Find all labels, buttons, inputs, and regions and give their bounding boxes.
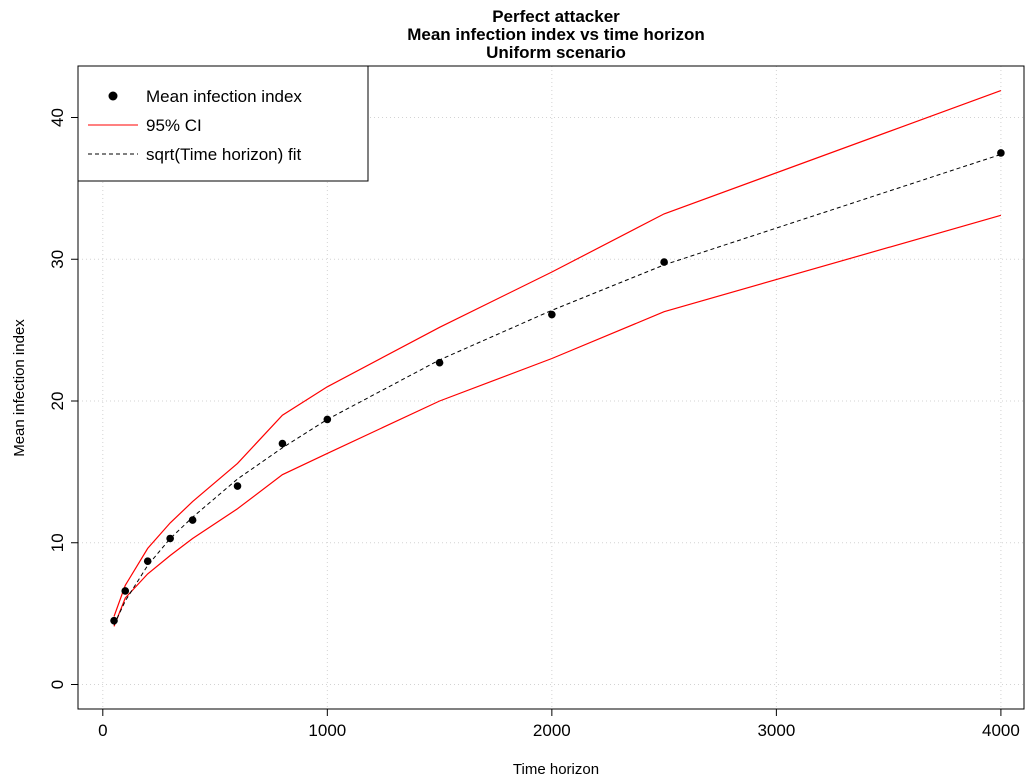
grid-layer — [78, 66, 1024, 709]
fit-line — [113, 153, 1002, 626]
data-point — [166, 534, 174, 543]
ci-layer — [113, 90, 1002, 627]
y-tick-label: 0 — [48, 680, 67, 689]
data-point — [323, 415, 332, 424]
data-point — [278, 439, 287, 448]
y-tick-label: 40 — [48, 108, 67, 127]
fit-layer — [113, 153, 1002, 626]
legend-point-symbol — [108, 91, 118, 101]
x-axis: 0 1000 2000 3000 4000 — [98, 708, 1020, 740]
y-tick-label: 20 — [48, 392, 67, 411]
ci-bound-line-2 — [113, 214, 1002, 627]
x-tick-label: 0 — [98, 721, 107, 740]
legend-box — [77, 65, 369, 182]
legend-label-ci: 95% CI — [146, 116, 202, 135]
x-tick-label: 2000 — [533, 721, 571, 740]
data-point — [143, 557, 152, 565]
points-layer — [110, 149, 1005, 625]
data-point — [121, 587, 130, 595]
data-point — [435, 358, 444, 367]
chart-title-line-2: Mean infection index vs time horizon — [407, 25, 705, 44]
data-point — [188, 516, 197, 524]
x-tick-label: 3000 — [757, 721, 795, 740]
y-tick-label: 30 — [48, 250, 67, 269]
data-point — [233, 482, 242, 490]
data-point — [110, 616, 118, 625]
x-tick-label: 1000 — [308, 721, 346, 740]
chart-title-line-1: Perfect attacker — [492, 7, 620, 26]
legend: Mean infection index 95% CI sqrt(Time ho… — [77, 65, 369, 182]
y-tick-label: 10 — [48, 533, 67, 552]
data-point — [660, 258, 668, 266]
y-axis: 0 10 20 30 40 — [48, 108, 79, 689]
legend-label-mean: Mean infection index — [146, 87, 302, 106]
x-axis-title: Time horizon — [513, 761, 599, 778]
ci-bound-line-1 — [113, 90, 1002, 617]
x-tick-label: 4000 — [982, 721, 1020, 740]
data-point — [997, 149, 1005, 157]
legend-label-fit: sqrt(Time horizon) fit — [146, 145, 302, 164]
y-axis-title: Mean infection index — [11, 319, 28, 457]
chart-title-line-3: Uniform scenario — [486, 43, 626, 62]
data-point — [548, 310, 556, 319]
